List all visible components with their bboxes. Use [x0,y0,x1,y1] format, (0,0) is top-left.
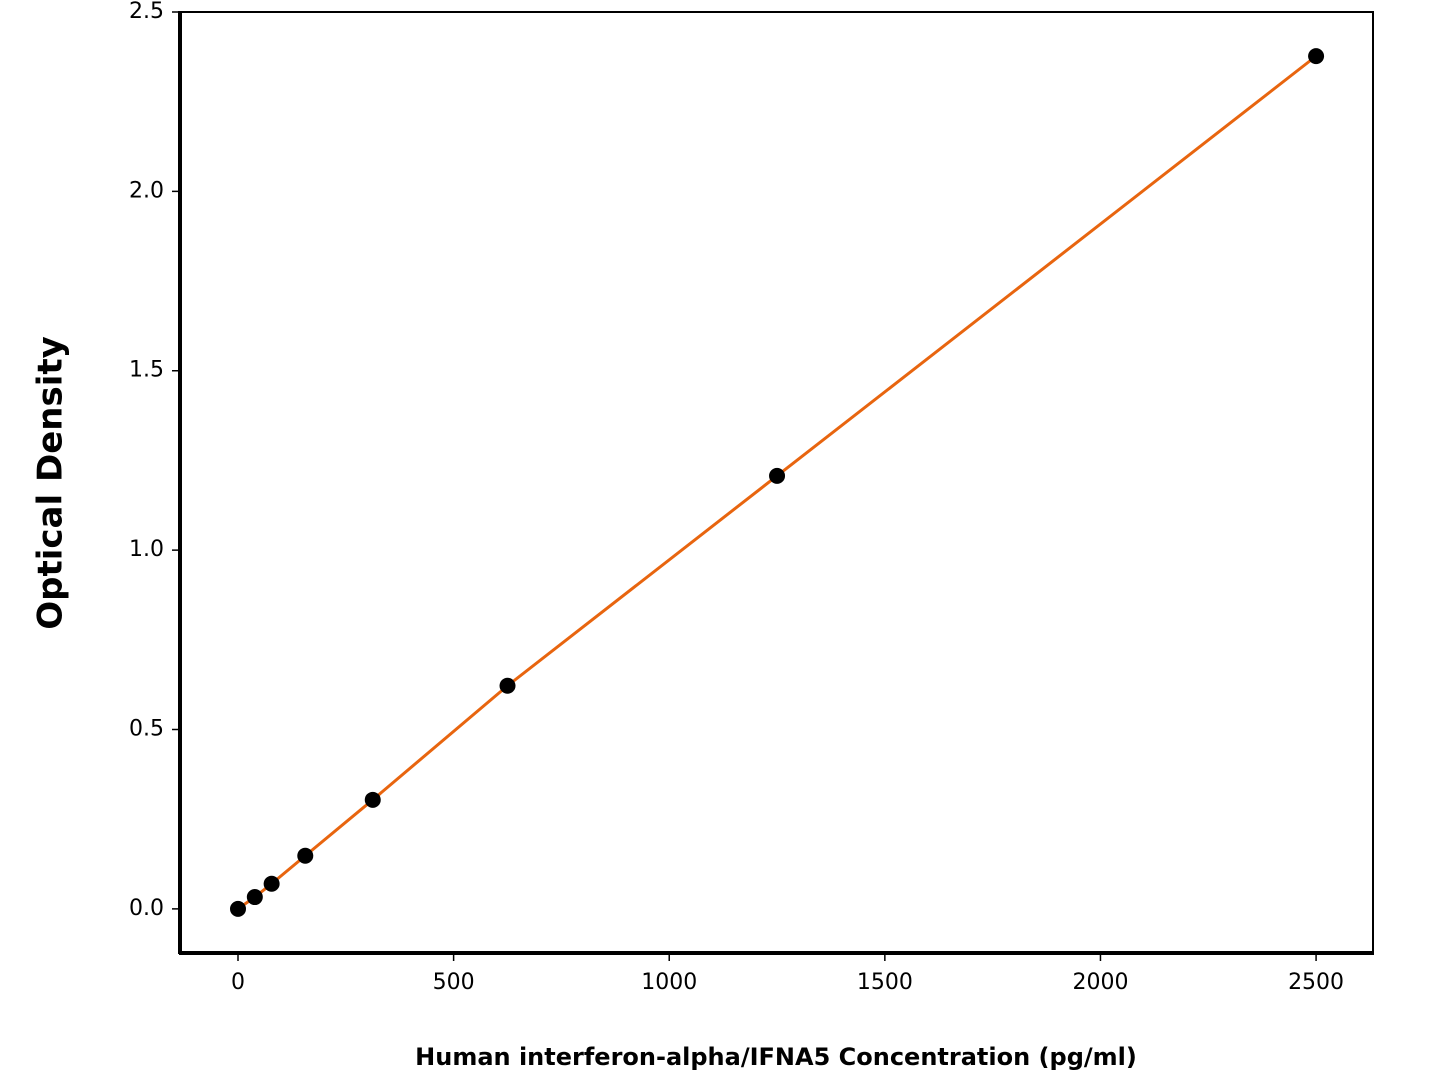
y-tick-label: 0.5 [129,716,164,741]
x-tick-label: 0 [231,970,245,995]
data-point [364,791,381,808]
y-tick-label: 2.0 [129,178,164,203]
x-axis-label: Human interferon-alpha/IFNA5 Concentrati… [415,1043,1137,1071]
x-tick-label: 1500 [857,970,913,995]
x-tick-label: 2000 [1072,970,1128,995]
data-point [499,677,516,694]
y-tick-label: 1.5 [129,358,164,383]
y-axis-label: Optical Density [31,336,71,630]
x-tick-label: 500 [433,970,475,995]
data-point [246,889,263,906]
data-point [230,900,247,917]
data-point [1308,48,1325,65]
y-tick-label: 1.0 [129,537,164,562]
x-tick-label: 1000 [641,970,697,995]
x-tick-label: 2500 [1288,970,1344,995]
y-tick-label: 2.5 [129,0,164,24]
data-point [263,875,280,892]
y-tick-label: 0.0 [129,896,164,921]
data-point [297,847,314,864]
data-point [769,467,786,484]
